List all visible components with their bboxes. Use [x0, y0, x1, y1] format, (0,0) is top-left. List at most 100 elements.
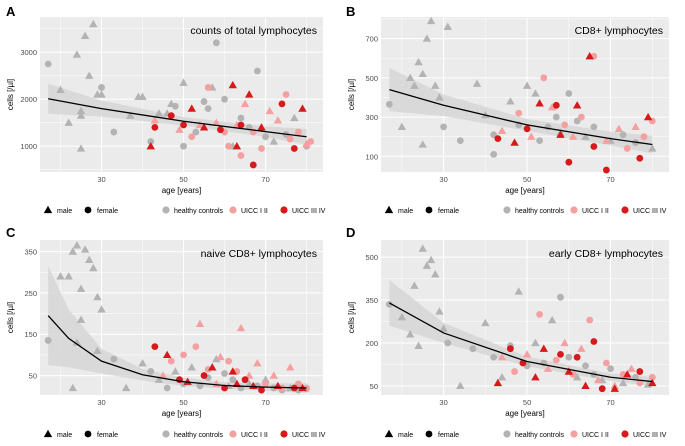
data-point [522, 350, 532, 358]
panel-letter: C [6, 225, 16, 240]
data-point [560, 338, 569, 347]
color-legend-swatch [621, 430, 629, 438]
data-point [648, 144, 657, 152]
data-point [418, 69, 427, 78]
x-tick-label: 70 [261, 398, 269, 407]
data-point [76, 111, 86, 119]
circle-legend-icon [425, 430, 433, 438]
data-point [221, 384, 228, 392]
data-point [598, 385, 606, 393]
data-point [290, 145, 298, 152]
data-point [572, 101, 582, 109]
data-point [285, 363, 295, 371]
legend-label: male [57, 432, 72, 439]
data-point [225, 142, 233, 150]
data-point [552, 101, 560, 109]
data-point [244, 371, 254, 379]
legend-label: UICC III IV [292, 208, 326, 215]
data-point [493, 378, 503, 387]
y-tick-label: 100 [365, 152, 378, 161]
color-legend-swatch [162, 430, 170, 438]
data-point [490, 353, 498, 361]
legend: male female healthy controls UICC I II UICC … [43, 205, 326, 215]
data-point [298, 104, 307, 112]
data-point [593, 375, 603, 384]
data-point [564, 367, 574, 375]
legend: male female healthy controls UICC I II UICC … [43, 429, 326, 439]
data-point [397, 313, 407, 321]
data-point [440, 123, 448, 131]
data-point [572, 373, 582, 381]
color-legend-swatch [503, 430, 511, 438]
data-point [98, 84, 105, 91]
data-point [614, 124, 624, 132]
data-point [618, 378, 628, 387]
data-point [76, 284, 86, 292]
data-point [497, 126, 507, 134]
data-point [244, 379, 254, 387]
data-point [514, 287, 523, 295]
triangle-legend-icon [43, 205, 53, 214]
data-point [531, 373, 540, 381]
data-point [456, 137, 464, 145]
data-point [225, 357, 233, 365]
y-tick-label: 150 [24, 330, 37, 339]
data-point [627, 364, 636, 372]
data-point [200, 98, 208, 105]
data-point [195, 120, 205, 129]
data-point [97, 90, 106, 98]
data-point [249, 161, 257, 169]
data-point [290, 113, 299, 122]
panel-b: B CD8+ lymphocytes 30 50 70 100 300 500 700 age [… [346, 4, 669, 215]
data-point [439, 324, 448, 332]
data-point [262, 133, 269, 141]
data-point [188, 133, 196, 141]
legend-label: UICC I II [582, 432, 609, 439]
circle-legend-icon [425, 206, 433, 214]
data-point [196, 382, 204, 390]
data-point [232, 379, 242, 387]
data-point [282, 91, 290, 98]
data-point [582, 362, 589, 370]
triangle-legend-icon [384, 205, 394, 214]
x-tick-label: 50 [179, 398, 187, 407]
data-point [240, 99, 250, 108]
data-point [547, 103, 557, 111]
data-point [110, 128, 118, 136]
data-point [212, 354, 221, 363]
data-point [68, 247, 78, 255]
data-point [636, 379, 644, 387]
legend: male female healthy controls UICC I II UICC … [384, 205, 667, 215]
data-point [607, 365, 614, 373]
x-axis-label: age [years] [162, 186, 202, 195]
data-point [456, 381, 465, 389]
data-point [418, 140, 427, 148]
color-legend-swatch [280, 206, 288, 214]
trend-line [389, 88, 653, 146]
data-point [179, 78, 188, 86]
data-point [648, 373, 656, 381]
panel-letter: B [346, 4, 355, 19]
data-point [221, 95, 228, 103]
data-point [414, 341, 423, 349]
data-point [426, 255, 436, 264]
color-legend-swatch [570, 430, 578, 438]
data-point [602, 166, 610, 174]
data-point [154, 375, 164, 383]
color-legend-swatch [229, 206, 237, 214]
data-point [80, 31, 90, 39]
data-point [557, 293, 564, 301]
data-point [228, 80, 237, 89]
x-axis-label: age [years] [505, 409, 545, 418]
data-point [151, 343, 159, 351]
data-point [212, 118, 221, 126]
data-point [648, 378, 657, 387]
data-point [192, 128, 200, 136]
data-point [44, 60, 52, 68]
data-point [72, 50, 82, 58]
data-point [531, 338, 540, 347]
data-point [208, 363, 217, 371]
color-legend-swatch [621, 206, 629, 214]
data-point [273, 116, 283, 124]
